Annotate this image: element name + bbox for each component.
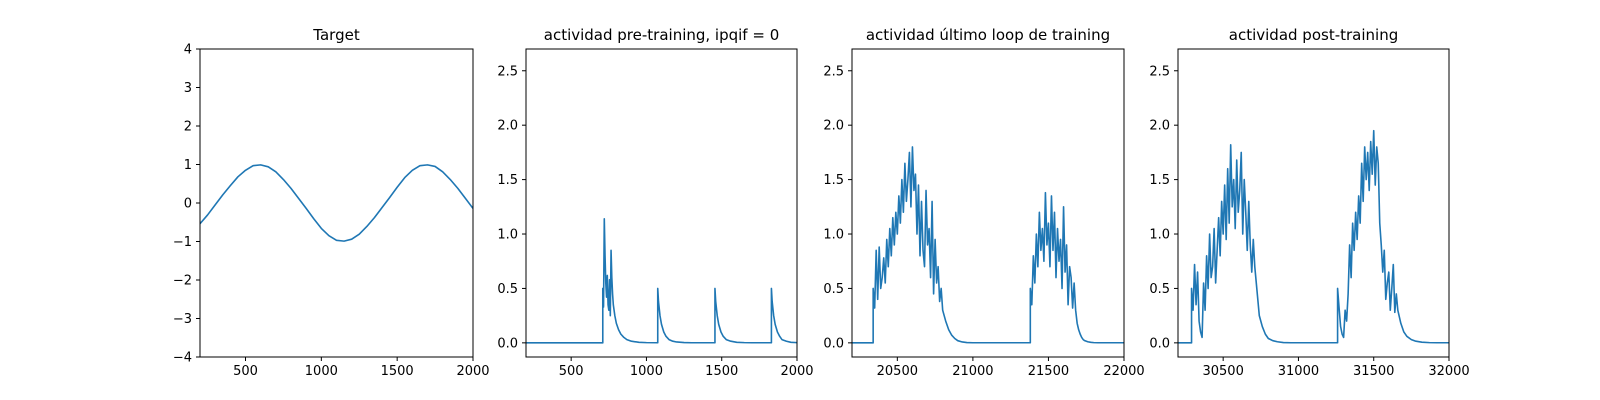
x-tick-label: 1500 bbox=[705, 364, 738, 379]
series-line bbox=[1178, 129, 1449, 344]
y-tick-label: 4 bbox=[184, 43, 192, 58]
x-tick-label: 500 bbox=[233, 364, 258, 379]
series-line bbox=[852, 146, 1124, 344]
subplot-1: 500 1000 1500 2000 −4 −3 −2 −1 0 1 2 3 4 Target bbox=[173, 26, 490, 379]
y-tick-label: 0.5 bbox=[497, 282, 518, 297]
x-tick-label: 1000 bbox=[630, 364, 663, 379]
x-tick-label: 500 bbox=[559, 364, 584, 379]
axes-frame bbox=[525, 48, 798, 358]
x-tick-label: 32000 bbox=[1428, 364, 1469, 379]
x-tick-label: 2000 bbox=[780, 364, 813, 379]
y-tick-label: 0.0 bbox=[497, 336, 518, 351]
subplot-2: 500 1000 1500 2000 0.0 0.5 1.0 1.5 2.0 2.5 activid… bbox=[497, 26, 813, 379]
x-tick-label: 22000 bbox=[1103, 364, 1144, 379]
y-tick-label: 1 bbox=[184, 158, 192, 173]
y-tick-label: 1.5 bbox=[823, 173, 844, 188]
y-tick-label: 0.0 bbox=[823, 336, 844, 351]
y-tick-label: 0.5 bbox=[823, 282, 844, 297]
x-tick-label: 21000 bbox=[952, 364, 993, 379]
y-tick-label: 3 bbox=[184, 81, 192, 96]
y-tick-label: 2.0 bbox=[1149, 119, 1170, 134]
subplot-title: actividad último loop de training bbox=[866, 26, 1110, 44]
subplot-3: 20500 21000 21500 22000 0.0 0.5 1.0 1.5 2.0 2.5 ac… bbox=[823, 26, 1144, 379]
y-tick-label: 2.5 bbox=[497, 64, 518, 79]
y-tick-label: 2.5 bbox=[823, 64, 844, 79]
y-tick-label: 1.0 bbox=[497, 228, 518, 243]
y-tick-label: −3 bbox=[173, 312, 192, 327]
y-tick-label: −1 bbox=[173, 235, 192, 250]
series-line bbox=[526, 217, 797, 344]
y-tick-label: 1.0 bbox=[1149, 228, 1170, 243]
y-tick-label: 0 bbox=[184, 197, 192, 212]
y-tick-label: 2.5 bbox=[1149, 64, 1170, 79]
y-tick-label: 0.0 bbox=[1149, 336, 1170, 351]
axes-frame bbox=[199, 48, 474, 358]
x-tick-label: 1500 bbox=[381, 364, 414, 379]
y-tick-label: 1.5 bbox=[1149, 173, 1170, 188]
x-tick-label: 1000 bbox=[305, 364, 338, 379]
axes-frame bbox=[851, 48, 1125, 358]
x-tick-label: 21500 bbox=[1028, 364, 1069, 379]
x-tick-label: 30500 bbox=[1202, 364, 1243, 379]
y-tick-label: 1.5 bbox=[497, 173, 518, 188]
x-tick-label: 20500 bbox=[877, 364, 918, 379]
axes-frame bbox=[1177, 48, 1450, 358]
y-tick-label: 2 bbox=[184, 120, 192, 135]
y-tick-label: 2.0 bbox=[823, 119, 844, 134]
x-tick-label: 2000 bbox=[456, 364, 489, 379]
y-tick-label: −4 bbox=[173, 351, 192, 366]
subplot-title: actividad pre-training, ipqif = 0 bbox=[544, 26, 780, 44]
series-line bbox=[200, 164, 473, 242]
y-tick-label: 1.0 bbox=[823, 228, 844, 243]
subplot-title: actividad post-training bbox=[1229, 26, 1398, 44]
subplot-4: 30500 31000 31500 32000 0.0 0.5 1.0 1.5 2.0 2.5 ac… bbox=[1149, 26, 1469, 379]
x-tick-label: 31500 bbox=[1353, 364, 1394, 379]
y-tick-label: 0.5 bbox=[1149, 282, 1170, 297]
y-tick-label: −2 bbox=[173, 274, 192, 289]
x-tick-label: 31000 bbox=[1278, 364, 1319, 379]
y-tick-label: 2.0 bbox=[497, 119, 518, 134]
subplot-title: Target bbox=[312, 26, 360, 44]
